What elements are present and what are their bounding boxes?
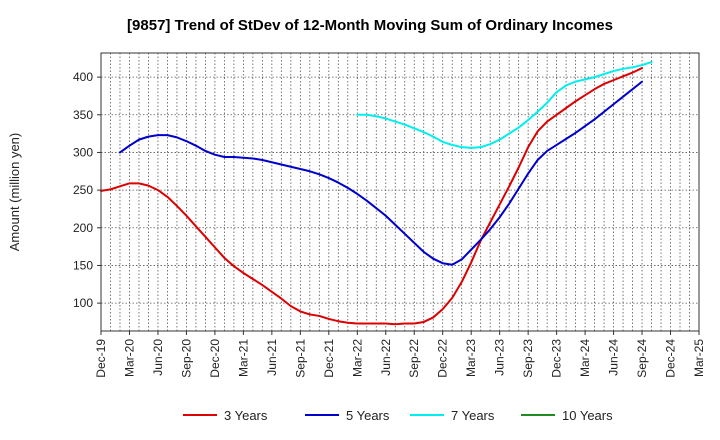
x-tick-label: Dec-23	[550, 339, 564, 378]
x-tick-label: Jun-20	[151, 339, 165, 376]
x-tick-label: Jun-21	[265, 339, 279, 376]
x-tick-label: Dec-24	[664, 339, 678, 378]
y-tick-label: 250	[73, 183, 93, 197]
x-tick-label: Mar-25	[692, 339, 706, 377]
series-layer	[100, 61, 653, 326]
y-axis-ticks: 100 150 200 250 300 350 400	[73, 70, 101, 310]
series-line-7-years	[356, 61, 653, 149]
legend-label-3-years: 3 Years	[224, 408, 268, 423]
y-tick-label: 350	[73, 108, 93, 122]
x-tick-label: Sep-23	[521, 339, 535, 378]
legend: 3 Years 5 Years 7 Years 10 Years	[183, 408, 613, 423]
legend-label-5-years: 5 Years	[346, 408, 390, 423]
x-tick-label: Mar-22	[350, 339, 364, 377]
y-tick-label: 400	[73, 70, 93, 84]
series-line-5-years	[118, 80, 644, 266]
x-tick-label: Sep-20	[179, 339, 193, 378]
legend-label-7-years: 7 Years	[451, 408, 495, 423]
x-tick-label: Mar-24	[578, 339, 592, 377]
x-tick-label: Dec-19	[94, 339, 108, 378]
y-tick-label: 300	[73, 145, 93, 159]
x-tick-label: Dec-20	[208, 339, 222, 378]
x-tick-label: Dec-22	[436, 339, 450, 378]
plot-area	[100, 52, 700, 332]
x-tick-label: Mar-23	[464, 339, 478, 377]
x-tick-label: Sep-24	[635, 339, 649, 378]
y-tick-label: 150	[73, 258, 93, 272]
legend-label-10-years: 10 Years	[562, 408, 613, 423]
y-tick-label: 200	[73, 221, 93, 235]
grid	[101, 53, 699, 331]
x-tick-label: Mar-21	[236, 339, 250, 377]
chart-title: [9857] Trend of StDev of 12-Month Moving…	[127, 17, 613, 34]
x-tick-label: Sep-21	[293, 339, 307, 378]
y-axis-label: Amount (million yen)	[7, 133, 22, 252]
x-tick-label: Jun-24	[607, 339, 621, 376]
series-line-3-years	[100, 67, 644, 326]
x-tick-label: Mar-20	[122, 339, 136, 377]
x-axis-ticks: Dec-19 Mar-20 Jun-20 Sep-20 Dec-20 Mar-21 Jun-…	[94, 331, 706, 378]
x-tick-label: Jun-22	[379, 339, 393, 376]
x-tick-label: Sep-22	[407, 339, 421, 378]
x-tick-label: Jun-23	[493, 339, 507, 376]
x-tick-label: Dec-21	[322, 339, 336, 378]
y-tick-label: 100	[73, 296, 93, 310]
